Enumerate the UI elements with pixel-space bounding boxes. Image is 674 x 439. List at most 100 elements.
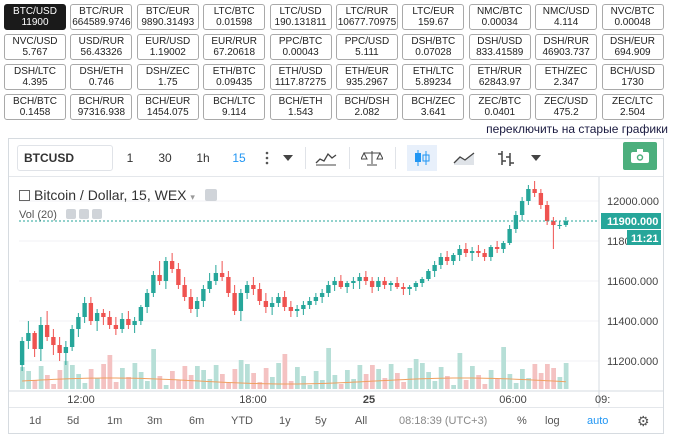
- ticker-nmc-btc[interactable]: NMC/BTC 0.00034: [468, 4, 531, 30]
- candle-body: [394, 283, 400, 287]
- ticker-bch-ltc[interactable]: BCH/LTC 9.114: [203, 94, 266, 120]
- ticker-dsh-zec[interactable]: DSH/ZEC 1.75: [136, 64, 199, 90]
- ticker-bch-rur[interactable]: BCH/RUR 97316.938: [70, 94, 133, 120]
- volume-bar: [70, 365, 75, 389]
- gear-icon[interactable]: [79, 209, 90, 219]
- ticker-zec-btc[interactable]: ZEC/BTC 0.0401: [468, 94, 531, 120]
- range-1m-button[interactable]: 1m: [107, 415, 123, 427]
- ticker-bch-zec[interactable]: BCH/ZEC 3.641: [402, 94, 465, 120]
- volume-bar: [38, 366, 44, 389]
- ticker-nvc-usd[interactable]: NVC/USD 5.767: [4, 34, 66, 60]
- candle-body: [469, 251, 475, 253]
- log-toggle[interactable]: log: [545, 415, 560, 427]
- ticker-bch-dsh[interactable]: BCH/DSH 2.082: [335, 94, 398, 120]
- indicators-icon[interactable]: [311, 145, 341, 171]
- ticker-eth-eur[interactable]: ETH/EUR 935.2967: [335, 64, 398, 90]
- ticker-bch-eur[interactable]: BCH/EUR 1454.075: [136, 94, 199, 120]
- ticker-dsh-eur[interactable]: DSH/EUR 694.909: [601, 34, 664, 60]
- volume-bar: [276, 363, 281, 389]
- ticker-btc-usd[interactable]: BTC/USD 11900: [4, 4, 66, 30]
- ticker-eth-ltc[interactable]: ETH/LTC 5.89234: [402, 64, 465, 90]
- ticker-ppc-usd[interactable]: PPC/USD 5.111: [335, 34, 398, 60]
- interval-15-button[interactable]: 15: [232, 151, 246, 165]
- collapse-legend-icon[interactable]: [19, 190, 30, 201]
- ticker-ltc-rur[interactable]: LTC/RUR 10677.70975: [335, 4, 398, 30]
- ticker-pair: NMC/USD: [542, 6, 590, 17]
- ticker-ltc-btc[interactable]: LTC/BTC 0.01598: [203, 4, 266, 30]
- candle-body: [426, 271, 431, 279]
- interval-30-button[interactable]: 30: [158, 151, 172, 165]
- ticker-dsh-ltc[interactable]: DSH/LTC 4.395: [4, 64, 66, 90]
- gear-icon[interactable]: ⚙: [637, 413, 650, 429]
- volume-bar: [188, 375, 194, 389]
- ticker-zec-usd[interactable]: ZEC/USD 475.2: [535, 94, 598, 120]
- range-5y-button[interactable]: 5y: [315, 415, 327, 427]
- ticker-eur-usd[interactable]: EUR/USD 1.19002: [136, 34, 199, 60]
- volume-bar: [32, 380, 38, 389]
- ticker-eth-zec[interactable]: ETH/ZEC 2.347: [535, 64, 598, 90]
- auto-toggle[interactable]: auto: [587, 415, 609, 427]
- range-6m-button[interactable]: 6m: [189, 415, 205, 427]
- ticker-usd-rur[interactable]: USD/RUR 56.43326: [70, 34, 133, 60]
- switch-to-old-charts-link[interactable]: переключить на старые графики: [486, 122, 668, 136]
- volume-bar: [501, 347, 506, 389]
- ticker-pair: EUR/RUR: [211, 36, 257, 47]
- ticker-pair: EUR/USD: [145, 36, 191, 47]
- ticker-bch-eth[interactable]: BCH/ETH 1.543: [269, 94, 332, 120]
- eye-icon[interactable]: [65, 209, 76, 219]
- interval-1h-button[interactable]: 1h: [196, 151, 210, 165]
- range-5d-button[interactable]: 5d: [67, 415, 80, 427]
- ticker-ltc-usd[interactable]: LTC/USD 190.131811: [269, 4, 332, 30]
- ticker-eth-btc[interactable]: ETH/BTC 0.09435: [203, 64, 266, 90]
- ticker-nvc-btc[interactable]: NVC/BTC 0.00048: [601, 4, 664, 30]
- ticker-eth-rur[interactable]: ETH/RUR 62843.97: [468, 64, 531, 90]
- candle-body: [501, 243, 506, 249]
- chevron-down-icon[interactable]: [277, 145, 299, 171]
- ticker-price: 4.114: [553, 17, 579, 28]
- ticker-zec-ltc[interactable]: ZEC/LTC 2.504: [601, 94, 664, 120]
- volume-bar: [351, 379, 356, 389]
- ticker-bch-btc[interactable]: BCH/BTC 0.1458: [4, 94, 66, 120]
- range-ytd-button[interactable]: YTD: [231, 415, 253, 427]
- ticker-ltc-eur[interactable]: LTC/EUR 159.67: [402, 4, 465, 30]
- ticker-bch-usd[interactable]: BCH/USD 1730: [601, 64, 664, 90]
- ticker-btc-eur[interactable]: BTC/EUR 9890.31493: [136, 4, 199, 30]
- bars-style-icon[interactable]: [491, 145, 521, 171]
- settings-icon[interactable]: [204, 189, 217, 201]
- price-chart[interactable]: 12000.00011800.00011600.00011400.0001120…: [9, 177, 663, 407]
- ticker-pair: DSH/EUR: [610, 36, 656, 47]
- ticker-dsh-btc[interactable]: DSH/BTC 0.07028: [402, 34, 465, 60]
- candles-style-icon[interactable]: [407, 145, 437, 171]
- ticker-pair: DSH/LTC: [13, 66, 57, 77]
- candle-body: [232, 293, 237, 311]
- ticker-price: 1.75: [158, 77, 178, 88]
- volume-bar: [226, 383, 231, 389]
- range-1y-button[interactable]: 1y: [279, 415, 291, 427]
- ticker-ppc-btc[interactable]: PPC/BTC 0.00043: [269, 34, 332, 60]
- ticker-dsh-eth[interactable]: DSH/ETH 0.746: [70, 64, 133, 90]
- ticker-dsh-rur[interactable]: DSH/RUR 46903.737: [535, 34, 598, 60]
- range-1d-button[interactable]: 1d: [29, 415, 42, 427]
- ticker-price: 10677.70975: [337, 17, 397, 28]
- more-intervals-icon[interactable]: [259, 145, 275, 171]
- ticker-nmc-usd[interactable]: NMC/USD 4.114: [535, 4, 598, 30]
- symbol-search-input[interactable]: BTCUSD: [17, 145, 113, 171]
- ticker-eur-rur[interactable]: EUR/RUR 67.20618: [203, 34, 266, 60]
- volume-bar: [157, 376, 163, 389]
- candle-body: [532, 189, 537, 193]
- ticker-dsh-usd[interactable]: DSH/USD 833.41589: [468, 34, 531, 60]
- ticker-pair: DSH/USD: [477, 36, 523, 47]
- compare-scale-icon[interactable]: [357, 145, 387, 171]
- ticker-eth-usd[interactable]: ETH/USD 1117.87275: [269, 64, 332, 90]
- chevron-down-icon[interactable]: [525, 145, 547, 171]
- percent-toggle[interactable]: %: [517, 415, 527, 427]
- area-style-icon[interactable]: [449, 145, 479, 171]
- interval-1-button[interactable]: 1: [126, 151, 134, 165]
- candle-body: [69, 329, 75, 347]
- close-icon[interactable]: [92, 209, 103, 219]
- range-3m-button[interactable]: 3m: [147, 415, 163, 427]
- ticker-btc-rur[interactable]: BTC/RUR 664589.9746: [70, 4, 133, 30]
- chevron-down-icon[interactable]: ▾: [190, 192, 195, 202]
- range-all-button[interactable]: All: [355, 415, 368, 427]
- camera-icon[interactable]: [623, 142, 657, 170]
